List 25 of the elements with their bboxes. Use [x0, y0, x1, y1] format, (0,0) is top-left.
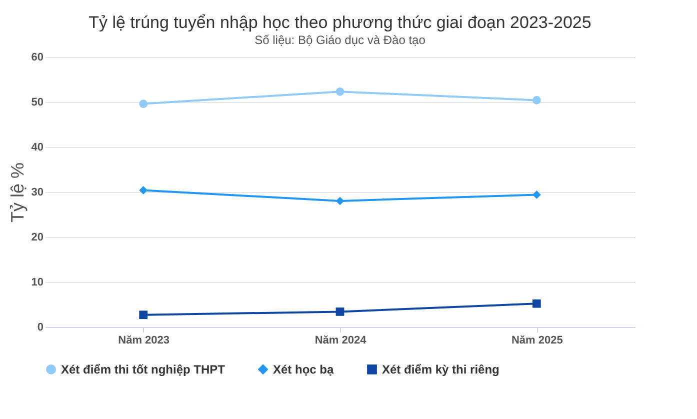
chart-subtitle: Số liệu: Bộ Giáo dục và Đào tạo [254, 33, 426, 47]
x-tick-label: Năm 2025 [511, 334, 563, 346]
x-tick-label: Năm 2024 [314, 334, 368, 346]
legend-label: Xét điểm kỳ thi riêng [382, 362, 500, 376]
point [532, 190, 541, 199]
point [139, 186, 148, 194]
y-tick-label: 60 [31, 52, 44, 64]
y-tick-label: 0 [37, 322, 44, 334]
y-tick-label: 30 [31, 186, 44, 198]
y-tick-label: 10 [31, 276, 44, 288]
y-axis-title: Tỷ lệ % [7, 162, 28, 223]
legend-label: Xét điểm thi tốt nghiệp THPT [61, 362, 226, 376]
point [336, 196, 344, 206]
point [139, 100, 148, 108]
legend-label: Xét học bạ [273, 362, 334, 376]
point [139, 310, 148, 320]
point [532, 299, 541, 308]
y-tick-label: 20 [31, 232, 44, 244]
y-tick-label: 40 [31, 142, 44, 154]
x-tick-label: Năm 2023 [118, 334, 170, 346]
point [336, 308, 344, 316]
point [532, 96, 541, 104]
point [336, 87, 344, 96]
chart-title: Tỷ lệ trúng tuyển nhập học theo phương thức giai đoạn 2023-2025 [88, 13, 592, 32]
y-tick-label: 50 [31, 96, 44, 108]
